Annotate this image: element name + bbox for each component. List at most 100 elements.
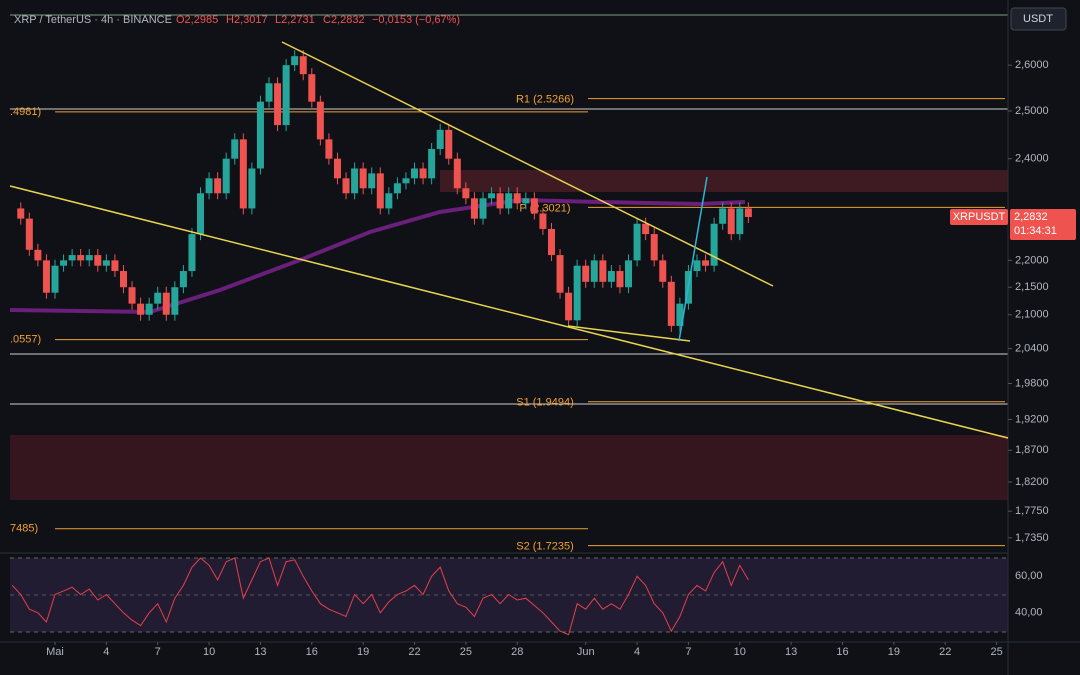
candle-body (368, 173, 376, 189)
candle-body (111, 260, 119, 272)
candle-body (616, 271, 624, 288)
candle-body (299, 56, 307, 75)
candle-body (42, 260, 50, 293)
candle-body (582, 265, 590, 282)
price-tag-countdown: 01:34:31 (1014, 225, 1057, 237)
x-tick-label: 22 (408, 646, 420, 658)
y-tick-label: 1,7750 (1015, 505, 1049, 517)
x-tick-label: 13 (254, 646, 266, 658)
candle-body (393, 183, 401, 194)
candle-body (333, 158, 341, 179)
candle-body (385, 193, 393, 209)
candle-body (359, 168, 367, 189)
candle-body (17, 208, 25, 219)
candle-body (736, 208, 744, 235)
trendline (567, 325, 691, 342)
x-tick-label: 4 (634, 646, 640, 658)
x-tick-label: 7 (685, 646, 691, 658)
rsi-tick-label: 60,00 (1015, 570, 1043, 582)
candle-body (342, 178, 350, 194)
candle-body (51, 265, 59, 293)
candle-body (547, 228, 555, 256)
candle-body (137, 303, 145, 315)
pivot-label: S1 (1.9494) (516, 397, 573, 409)
candle-body (428, 148, 436, 179)
currency: USDT (1023, 13, 1053, 25)
candle-body (85, 255, 93, 261)
candle-body (145, 303, 153, 315)
candle-body (633, 223, 641, 261)
candle-body (436, 129, 444, 149)
y-tick-label: 2,2000 (1015, 254, 1049, 266)
candle-body (573, 265, 581, 321)
price-tag-symbol: XRPUSDT (953, 211, 1006, 223)
candle-body (222, 158, 230, 194)
x-tick-label: 16 (836, 646, 848, 658)
close: C2,2832 (323, 14, 365, 26)
candle-body (274, 83, 282, 126)
currency-button[interactable] (1010, 7, 1067, 31)
resistance-zone (440, 170, 1008, 192)
candle-body (402, 178, 410, 184)
candle-body (462, 188, 470, 199)
candle-body (179, 271, 187, 288)
candle-body (676, 303, 684, 326)
candle-body (744, 208, 752, 217)
y-tick-label: 1,8700 (1015, 444, 1049, 456)
y-tick-label: 2,0400 (1015, 343, 1049, 355)
candle-body (128, 287, 136, 304)
candle-body (642, 223, 650, 235)
trendline (281, 41, 774, 287)
candle-body (231, 139, 239, 159)
candle-body (496, 193, 504, 209)
candle-body (197, 193, 205, 235)
y-tick-label: 2,1000 (1015, 309, 1049, 321)
candle-body (590, 260, 598, 282)
x-tick-label: 7 (155, 646, 161, 658)
moving-average (9, 197, 746, 315)
x-tick-label: 25 (990, 646, 1002, 658)
x-tick-label: 19 (888, 646, 900, 658)
candle-body (154, 292, 162, 304)
candle-body (239, 139, 247, 209)
candle-body (565, 292, 573, 321)
candle-body (77, 255, 85, 261)
candle-body (291, 56, 299, 66)
x-tick-label: 4 (103, 646, 109, 658)
y-tick-label: 1,9800 (1015, 377, 1049, 389)
candle-body (205, 178, 213, 194)
y-tick-label: 1,7350 (1015, 532, 1049, 544)
candle-body (702, 260, 710, 266)
candle-body (607, 271, 615, 282)
change: −0,0153 (−0,67%) (372, 14, 460, 26)
x-tick-label: 25 (460, 646, 472, 658)
pivot-label: 7485) (10, 523, 38, 535)
open: O2,2985 (176, 14, 218, 26)
low: L2,2731 (275, 14, 315, 26)
pivot-label: P (2.3021) (519, 202, 570, 214)
trendline (9, 185, 1009, 439)
candle-body (453, 158, 461, 189)
candle-body (214, 178, 222, 194)
candle-body (419, 168, 427, 179)
price-tag-box (1010, 209, 1076, 240)
candle-body (727, 208, 735, 235)
candle-body (68, 255, 76, 261)
candle-body (659, 260, 667, 282)
candle-body (719, 208, 727, 224)
candle-body (325, 139, 333, 159)
x-tick-label: Jun (577, 646, 595, 658)
high: H2,3017 (226, 14, 268, 26)
candle-body (34, 249, 42, 261)
candle-body (667, 281, 675, 326)
pivot-label: .4981) (10, 106, 41, 118)
candle-body (530, 198, 538, 214)
support-zone (10, 435, 1008, 500)
y-tick-label: 1,9200 (1015, 413, 1049, 425)
candle-body (513, 193, 521, 204)
candle-body (282, 65, 290, 126)
candle-body (376, 173, 384, 209)
candle-body (256, 101, 264, 169)
candle-body (188, 234, 196, 272)
rsi-tick-label: 40,00 (1015, 607, 1043, 619)
